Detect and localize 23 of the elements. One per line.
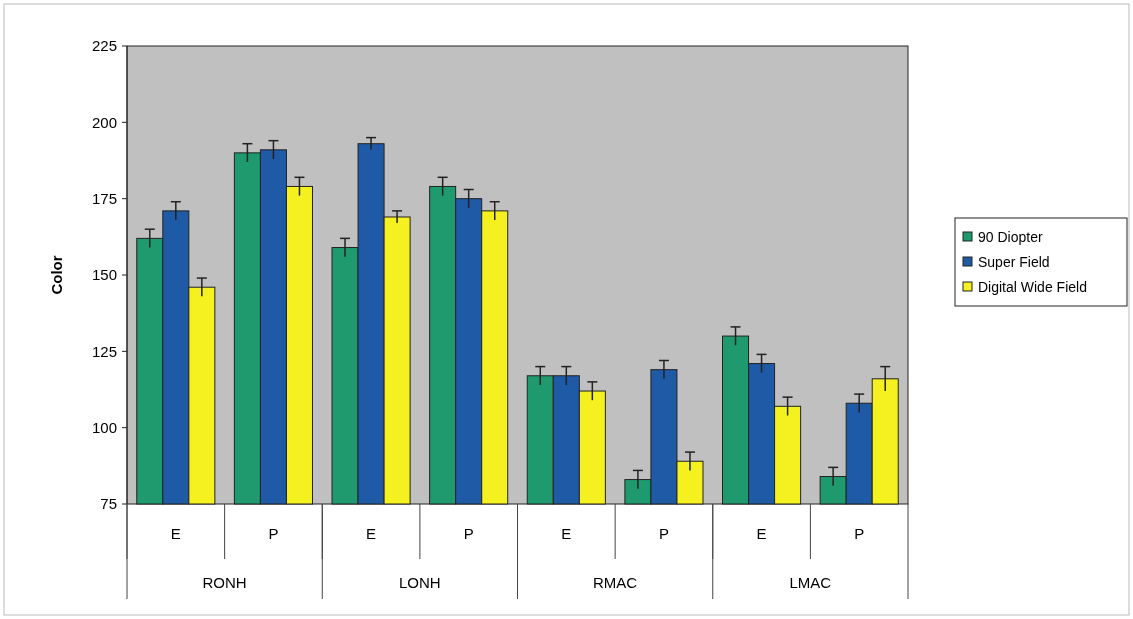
y-tick-label: 225 xyxy=(91,37,117,55)
y-tick-label: 150 xyxy=(91,266,117,284)
y-tick-label: 100 xyxy=(91,418,117,436)
x-tick-label: P xyxy=(463,525,474,542)
y-tick-label: 175 xyxy=(91,189,117,207)
x-tick-label: E xyxy=(756,525,767,542)
x-tick-label: E xyxy=(170,525,181,542)
x-tick-label: P xyxy=(854,525,865,542)
y-tick-label: 75 xyxy=(100,495,117,513)
text: LONH xyxy=(399,574,441,591)
text: RMAC xyxy=(593,574,638,591)
y-axis-title: Color xyxy=(48,255,65,295)
legend-label: Digital Wide Field xyxy=(978,278,1087,295)
legend-label: Super Field xyxy=(978,253,1050,270)
y-tick-label: 200 xyxy=(91,113,117,131)
x-tick-label: P xyxy=(268,525,279,542)
text: LMAC xyxy=(789,574,832,591)
legend-label: 90 Diopter xyxy=(978,228,1043,245)
y-tick-label: 125 xyxy=(91,342,117,360)
x-tick-label: E xyxy=(561,525,572,542)
x-tick-label: P xyxy=(658,525,669,542)
text: RONH xyxy=(202,574,247,591)
x-tick-label: E xyxy=(366,525,377,542)
